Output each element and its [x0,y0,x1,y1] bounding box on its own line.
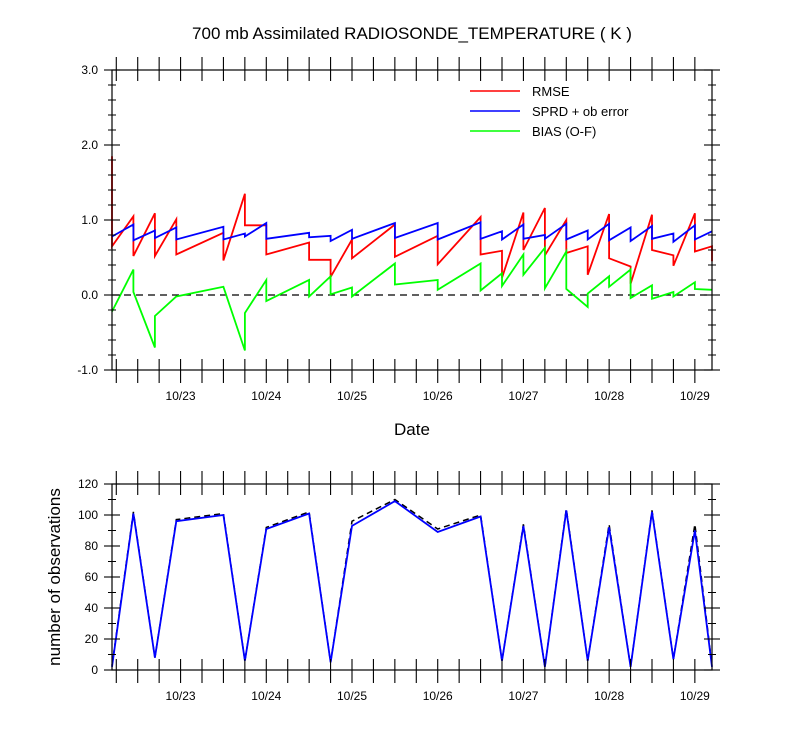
y-tick-label: 2.0 [81,138,98,152]
chart-title: 700 mb Assimilated RADIOSONDE_TEMPERATUR… [192,24,632,43]
x-tick-label: 10/29 [680,389,710,403]
top-series-rmse [111,156,713,285]
x-tick-label: 10/28 [594,389,624,403]
x-tick-label: 10/26 [423,389,453,403]
legend-label-rmse: RMSE [532,84,570,99]
y-tick-label: 40 [85,601,99,615]
x-tick-label: 10/23 [166,389,196,403]
y-tick-label: 120 [78,477,98,491]
y-tick-label: 100 [78,508,98,522]
y-tick-label: 80 [85,539,99,553]
y-tick-label: 60 [85,570,99,584]
legend-label-spread: SPRD + ob error [532,104,629,119]
top-series-bias-o-f [111,245,713,351]
x-tick-label: 10/24 [251,689,281,703]
bottom-panel: 10/23 10/24 10/25 10/26 10/27 10/28 10/29 0 20 40… [45,471,720,703]
bottom-plot-frame [111,483,713,671]
x-tick-label: 10/29 [680,689,710,703]
legend-label-bias: BIAS (O-F) [532,124,596,139]
x-tick-label: 10/25 [337,689,367,703]
y-axis-label-observations: number of observations [45,488,64,666]
y-tick-label: 1.0 [81,213,98,227]
x-tick-label: 10/27 [508,689,538,703]
x-tick-label: 10/27 [508,389,538,403]
x-tick-label: 10/28 [594,689,624,703]
top-series-sprd-ob-error [111,220,713,244]
y-tick-label: -1.0 [77,363,98,377]
x-tick-label: 10/25 [337,389,367,403]
y-tick-label: 3.0 [81,63,98,77]
y-tick-label: 0 [91,663,98,677]
x-tick-label: 10/24 [251,389,281,403]
top-panel: 10/23 10/24 10/25 10/26 10/27 10/28 10/29 -1.0 0… [77,57,720,439]
x-tick-label: 10/23 [166,689,196,703]
x-axis-label: Date [394,420,430,439]
y-tick-label: 0.0 [81,288,98,302]
legend: RMSE SPRD + ob error BIAS (O-F) [470,84,629,139]
bottom-series-observations-assimilated [111,500,713,668]
top-plot-frame [111,69,713,371]
y-tick-label: 20 [85,632,99,646]
bottom-series-observations-possible [111,498,713,668]
x-tick-label: 10/26 [423,689,453,703]
